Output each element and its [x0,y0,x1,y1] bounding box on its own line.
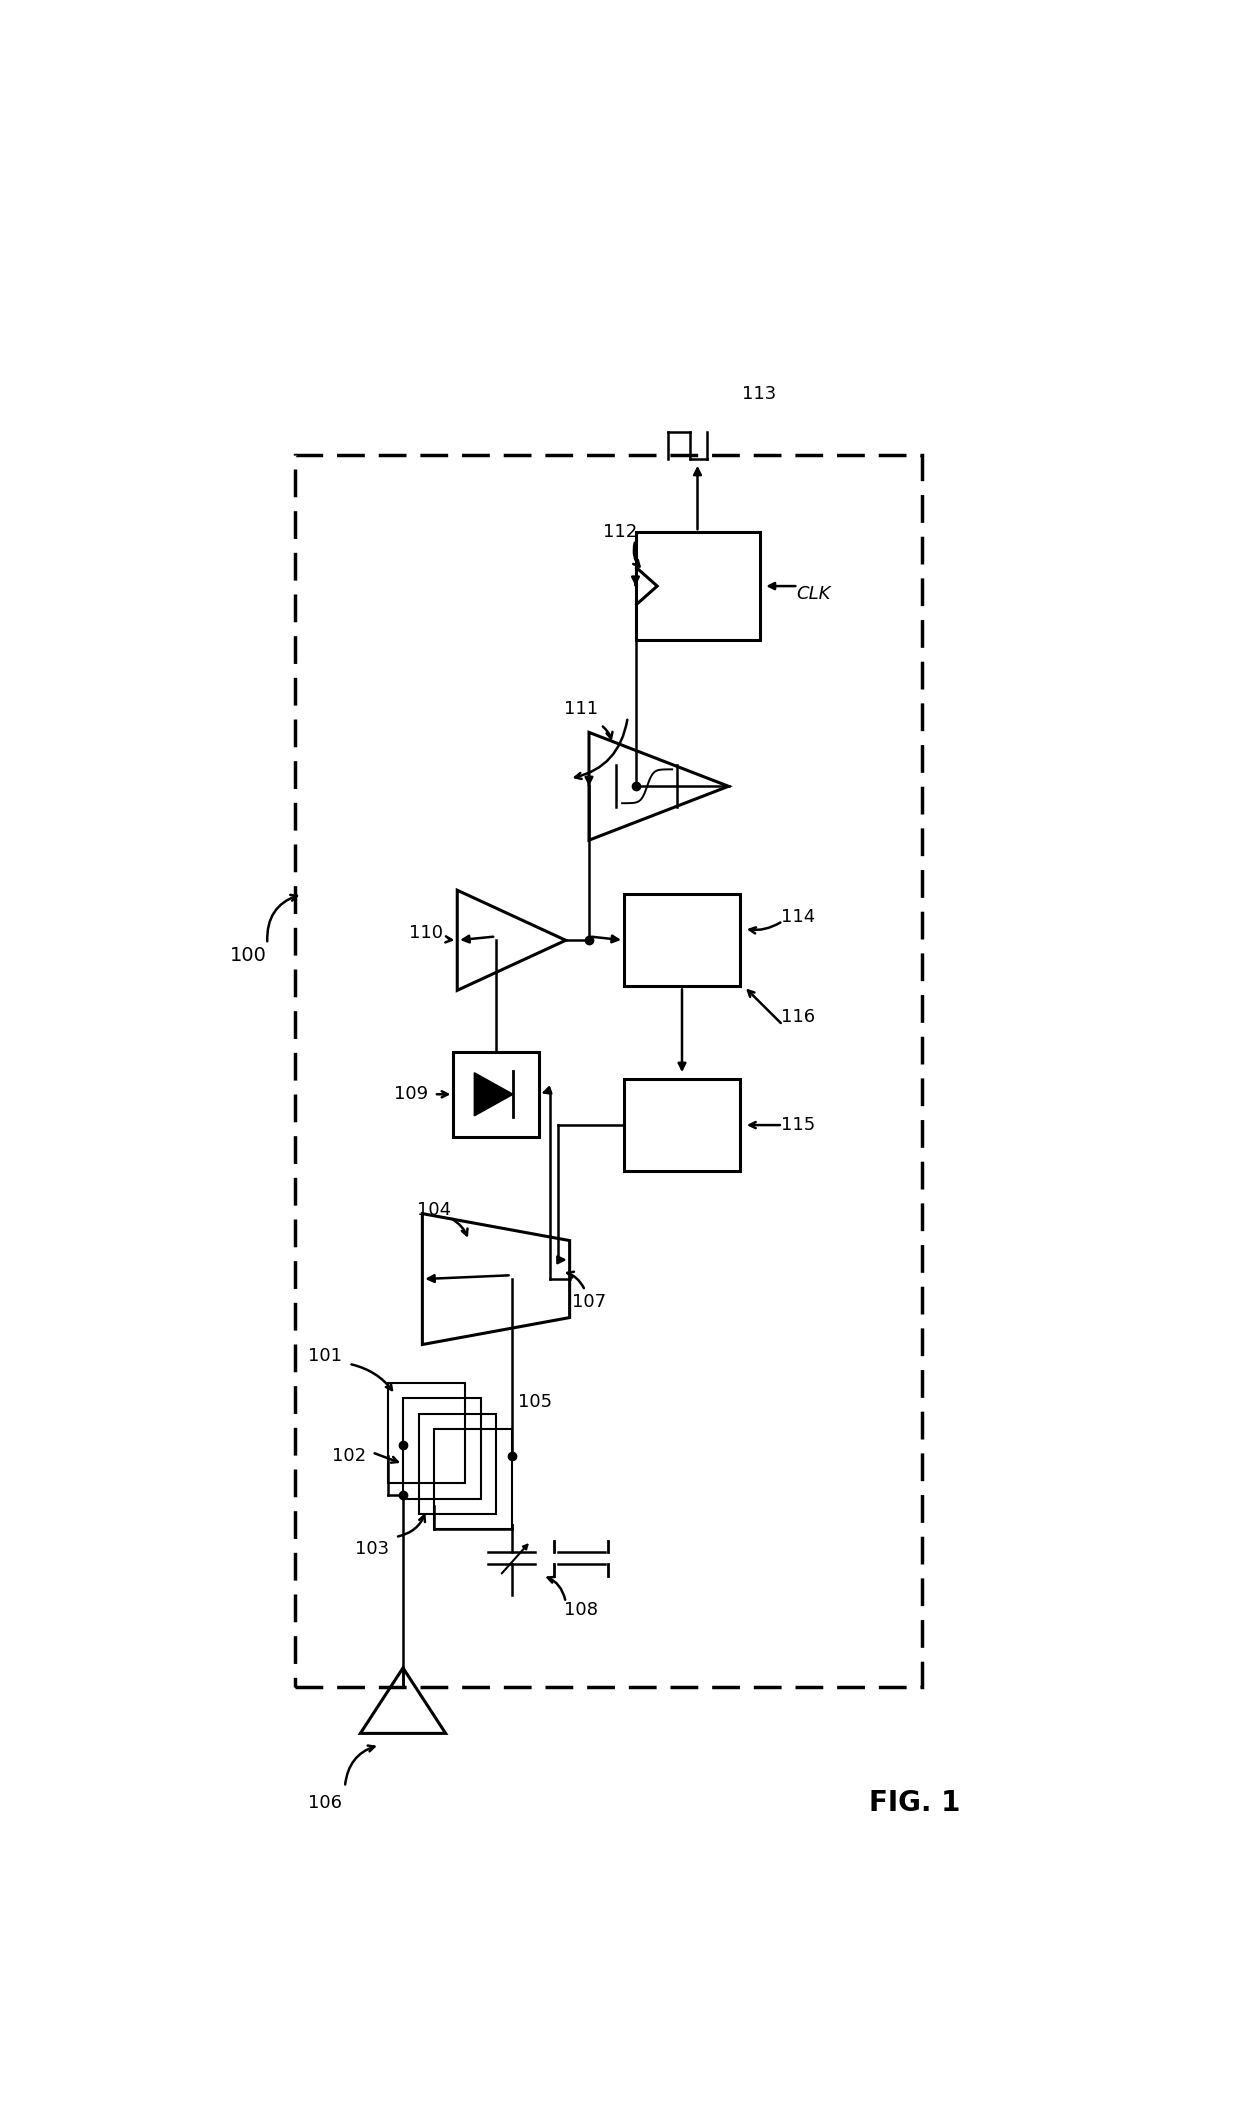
Text: 108: 108 [564,1601,598,1620]
Text: 112: 112 [603,524,637,541]
Text: 115: 115 [781,1115,816,1134]
Bar [419,1413,496,1514]
Text: 102: 102 [331,1447,366,1466]
Text: 106: 106 [309,1793,342,1812]
Text: 104: 104 [417,1202,451,1219]
Bar [635,532,759,640]
Text: 107: 107 [572,1293,606,1312]
Text: 113: 113 [743,384,776,403]
Bar [434,1430,511,1529]
Text: CLK: CLK [796,585,831,602]
Text: 110: 110 [409,923,443,942]
Text: 111: 111 [564,701,599,718]
Text: 100: 100 [229,946,267,965]
Text: 114: 114 [781,908,816,927]
Text: 109: 109 [393,1086,428,1102]
Text: FIG. 1: FIG. 1 [869,1789,960,1816]
Bar [387,1383,465,1483]
Polygon shape [474,1073,513,1115]
Bar [454,1052,538,1136]
Text: 101: 101 [309,1347,342,1364]
Text: 103: 103 [355,1540,389,1557]
Bar [624,893,740,986]
Bar [403,1398,481,1500]
Text: 116: 116 [781,1007,816,1026]
Bar [624,1079,740,1172]
Text: 105: 105 [517,1394,552,1411]
